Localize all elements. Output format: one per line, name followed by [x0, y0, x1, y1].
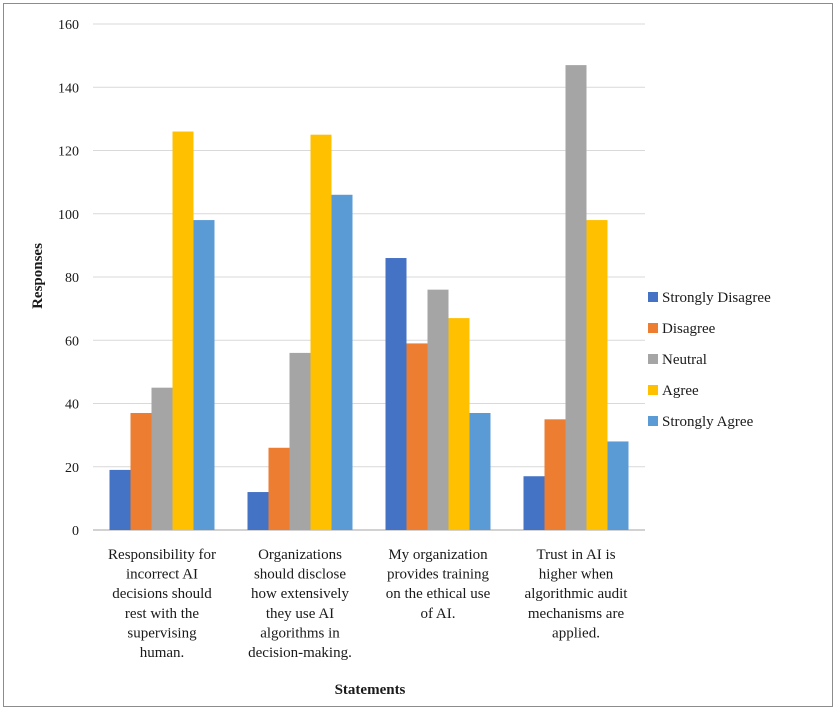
category-label-line: mechanisms are [528, 606, 625, 622]
y-axis-ticks: 0 20 40 60 80 100 120 140 160 [58, 18, 79, 539]
category-label-line: algorithms in [260, 625, 340, 641]
bar-agree [448, 318, 470, 530]
legend-swatch [648, 416, 658, 426]
bar-disagree [544, 419, 566, 530]
category-label-line: how extensively [251, 586, 349, 602]
bar-strongly-disagree [385, 258, 407, 530]
legend-swatch [648, 292, 658, 302]
bar-neutral [151, 387, 173, 530]
bar-agree [172, 131, 194, 530]
legend-label: Strongly Disagree [662, 290, 771, 306]
legend: Strongly Disagree Disagree Neutral Agree Str… [648, 290, 771, 430]
category-label: My organization provides training on the e… [386, 547, 491, 622]
bar-strongly-agree [193, 220, 215, 530]
category-label-line: should disclose [254, 567, 346, 583]
category-label: Trust in AI is higher when algorithmic aud… [525, 547, 629, 641]
bar-strongly-disagree [109, 469, 131, 530]
bar-neutral [565, 65, 587, 531]
category-label-line: My organization [388, 547, 488, 563]
y-tick-label: 60 [65, 334, 79, 349]
y-tick-label: 80 [65, 271, 79, 286]
y-axis-title: Responses [30, 243, 46, 309]
category-label-line: of AI. [421, 606, 456, 622]
legend-label: Agree [662, 383, 699, 399]
bar-neutral [427, 289, 449, 530]
bar-strongly-agree [331, 194, 353, 530]
category-label-line: provides training [387, 567, 490, 583]
category-label-line: higher when [539, 567, 614, 583]
bar-neutral [289, 352, 311, 530]
category-label-line: they use AI [266, 606, 334, 622]
y-tick-label: 120 [58, 145, 79, 160]
bar-disagree [130, 412, 152, 530]
bar-agree [310, 134, 332, 530]
bar-disagree [406, 343, 428, 530]
category-label-line: decision-making. [248, 645, 352, 661]
category-labels: Responsibility for incorrect AI decisions … [108, 547, 628, 661]
category-label-line: Trust in AI is [536, 547, 615, 563]
y-tick-label: 140 [58, 81, 79, 96]
bar-disagree [268, 447, 290, 530]
y-tick-label: 40 [65, 398, 79, 413]
bars [109, 65, 629, 531]
legend-label: Neutral [662, 352, 707, 368]
legend-label: Disagree [662, 321, 716, 337]
category-label: Organizations should disclose how extensiv… [248, 547, 352, 661]
y-tick-label: 20 [65, 461, 79, 476]
bar-strongly-disagree [247, 492, 269, 530]
category-label-line: rest with the [125, 606, 199, 622]
category-label-line: human. [140, 645, 185, 661]
legend-item: Strongly Disagree [648, 290, 771, 306]
y-tick-label: 160 [58, 18, 79, 33]
legend-item: Strongly Agree [648, 414, 754, 430]
x-axis-title: Statements [335, 682, 406, 698]
legend-swatch [648, 323, 658, 333]
category-label: Responsibility for incorrect AI decisions … [108, 547, 216, 661]
category-label-line: algorithmic audit [525, 586, 629, 602]
bar-strongly-agree [607, 441, 629, 530]
y-tick-label: 100 [58, 208, 79, 223]
category-label-line: applied. [552, 625, 600, 641]
legend-swatch [648, 354, 658, 364]
legend-swatch [648, 385, 658, 395]
category-label-line: supervising [127, 625, 197, 641]
y-tick-label: 0 [72, 524, 79, 539]
category-label-line: on the ethical use [386, 586, 491, 602]
category-label-line: Organizations [258, 547, 342, 563]
legend-label: Strongly Agree [662, 414, 754, 430]
legend-item: Neutral [648, 352, 707, 368]
bar-strongly-disagree [523, 476, 545, 530]
legend-item: Disagree [648, 321, 716, 337]
category-label-line: decisions should [112, 586, 212, 602]
category-label-line: incorrect AI [126, 567, 198, 583]
category-label-line: Responsibility for [108, 547, 216, 563]
bar-strongly-agree [469, 412, 491, 530]
legend-item: Agree [648, 383, 699, 399]
bar-agree [586, 220, 608, 530]
